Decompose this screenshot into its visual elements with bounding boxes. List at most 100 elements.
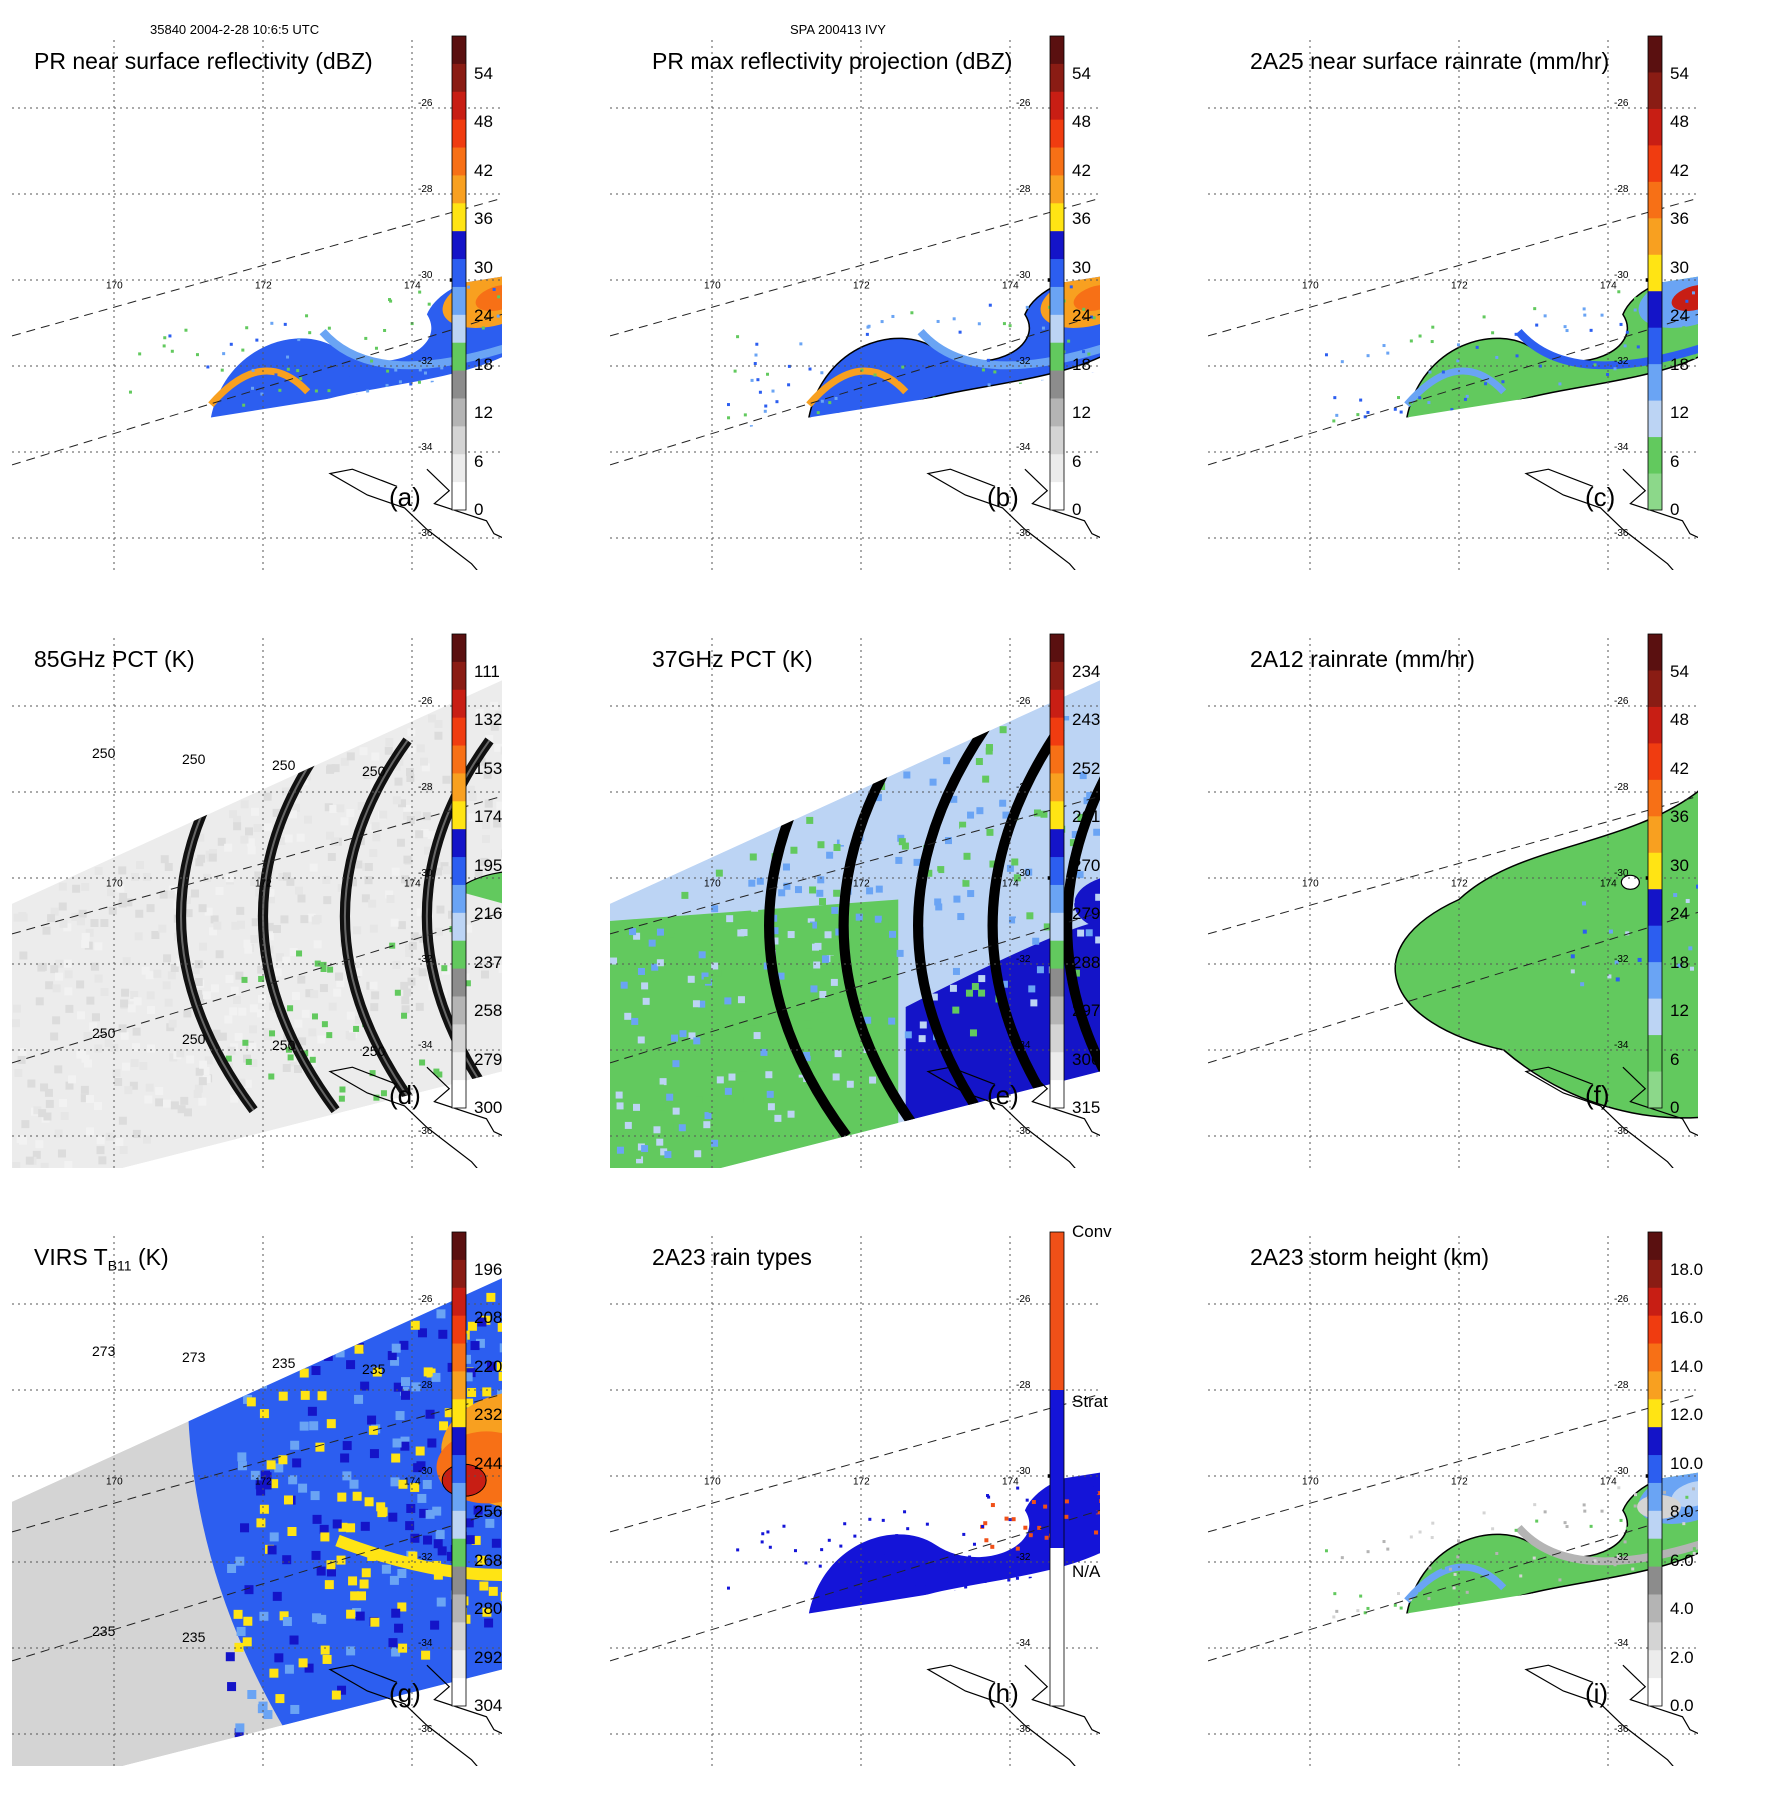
contour-label: 235 (272, 1355, 296, 1371)
colorbar-tick-label: 6 (1670, 452, 1679, 472)
colorbar-segment (452, 1399, 466, 1427)
colorbar-segment (1050, 175, 1064, 203)
lon-label: 172 (1451, 281, 1468, 292)
colorbar-tick-label: 18 (474, 355, 493, 375)
lon-label: 172 (255, 879, 272, 890)
lat-label: -30 (1016, 1466, 1031, 1477)
colorbar-tick-label: 24 (474, 306, 493, 326)
colorbar-segment (452, 64, 466, 92)
panel-letter: (e) (987, 1080, 1019, 1111)
colorbar-segment (452, 1455, 466, 1483)
colorbar-segment (1050, 857, 1064, 885)
colorbar-segment (452, 259, 466, 287)
colorbar-tick-label: 174 (474, 807, 502, 827)
colorbar-segment (452, 1594, 466, 1622)
colorbar-segment (1648, 1371, 1662, 1399)
contour-label: 250 (272, 757, 296, 773)
lat-label: -32 (1016, 1552, 1031, 1563)
lon-label: 172 (853, 879, 870, 890)
panel-title: PR max reflectivity projection (dBZ) (652, 48, 1012, 75)
colorbar-segment (452, 913, 466, 941)
panel-letter: (g) (389, 1678, 421, 1709)
panel-d: 170172174176178180-26-28-30-32-34-362502… (4, 638, 544, 1208)
colorbar-tick-label: 0 (474, 500, 483, 520)
colorbar-tick-label: 234 (1072, 662, 1100, 682)
colorbar-segment (452, 371, 466, 399)
colorbar-tick-label: 270 (1072, 856, 1100, 876)
colorbar-tick-label: 30 (1670, 856, 1689, 876)
colorbar-tick-label: 30 (474, 258, 493, 278)
colorbar-tick-label: 48 (1670, 112, 1689, 132)
lat-label: -36 (1016, 528, 1031, 539)
colorbar-segment (1648, 1678, 1662, 1706)
colorbar-segment (452, 941, 466, 969)
colorbar-tick-label: 243 (1072, 710, 1100, 730)
colorbar-tick-label: 132 (474, 710, 502, 730)
lat-label: -34 (1016, 1040, 1031, 1051)
lon-label: 174 (1002, 879, 1019, 890)
lat-label: -26 (1614, 98, 1629, 109)
colorbar-segment (1648, 109, 1662, 146)
colorbar-segment (1648, 1455, 1662, 1483)
lat-label: -30 (418, 1466, 433, 1477)
colorbar-segment (1050, 315, 1064, 343)
contour-label: 235 (92, 1623, 116, 1639)
colorbar-segment (1648, 816, 1662, 853)
colorbar-tick-label: N/A (1072, 1562, 1100, 1582)
map-b: 170172174176178180-26-28-30-32-34-36 (610, 40, 1100, 570)
colorbar-tick-label: 280 (474, 1599, 502, 1619)
colorbar-segment (1648, 1260, 1662, 1288)
colorbar-segment (1050, 398, 1064, 426)
colorbar-segment (1648, 1594, 1662, 1622)
colorbar-segment (1648, 1622, 1662, 1650)
colorbar-tick-label: 18 (1072, 355, 1091, 375)
colorbar-segment (452, 454, 466, 482)
colorbar-segment (452, 1511, 466, 1539)
lon-label: 174 (1600, 281, 1617, 292)
colorbar-segment (1648, 145, 1662, 182)
lon-label: 170 (1302, 1477, 1319, 1488)
colorbar-tick-label: 18 (1670, 953, 1689, 973)
lat-label: -32 (1016, 356, 1031, 367)
lat-label: -28 (1614, 1380, 1629, 1391)
panel-title: 85GHz PCT (K) (34, 646, 195, 673)
colorbar-segment (452, 398, 466, 426)
colorbar-segment (1050, 454, 1064, 482)
colorbar-segment (452, 1678, 466, 1706)
colorbar-segment (1648, 437, 1662, 474)
lat-label: -36 (418, 528, 433, 539)
lat-label: -32 (1614, 954, 1629, 965)
colorbar-segment (452, 801, 466, 829)
lat-label: -36 (418, 1126, 433, 1137)
colorbar-segment (1050, 941, 1064, 969)
contour-label: 273 (92, 1343, 116, 1359)
colorbar-segment (1050, 231, 1064, 259)
colorbar-segment (1648, 1511, 1662, 1539)
colorbar-tick-label: 24 (1670, 904, 1689, 924)
colorbar-segment (1050, 36, 1064, 64)
header-orbit-time: 35840 2004-2-28 10:6:5 UTC (150, 22, 319, 37)
colorbar-tick-label: 208 (474, 1308, 502, 1328)
colorbar-segment (1050, 371, 1064, 399)
colorbar-tick-label: 244 (474, 1454, 502, 1474)
lat-label: -28 (1016, 782, 1031, 793)
colorbar-segment (1050, 1052, 1064, 1080)
lat-label: -30 (1614, 868, 1629, 879)
colorbar-tick-label: 256 (474, 1502, 502, 1522)
colorbar-tick-label: 0 (1670, 1098, 1679, 1118)
lat-label: -32 (1614, 356, 1629, 367)
colorbar-segment (1648, 401, 1662, 438)
colorbar-tick-label: 48 (474, 112, 493, 132)
colorbar-tick-label: 36 (1670, 209, 1689, 229)
colorbar-tick-label: 6 (1072, 452, 1081, 472)
colorbar-segment (1648, 1288, 1662, 1316)
colorbar-segment (1050, 885, 1064, 913)
colorbar-segment (1648, 36, 1662, 73)
map-a: 170172174176178180-26-28-30-32-34-36 (12, 40, 502, 570)
colorbar-segment (1050, 969, 1064, 997)
colorbar-segment (452, 92, 466, 120)
panel-letter: (b) (987, 482, 1019, 513)
colorbar-segment (1648, 853, 1662, 890)
colorbar-tick-label: 54 (1072, 64, 1091, 84)
lat-label: -26 (1016, 98, 1031, 109)
